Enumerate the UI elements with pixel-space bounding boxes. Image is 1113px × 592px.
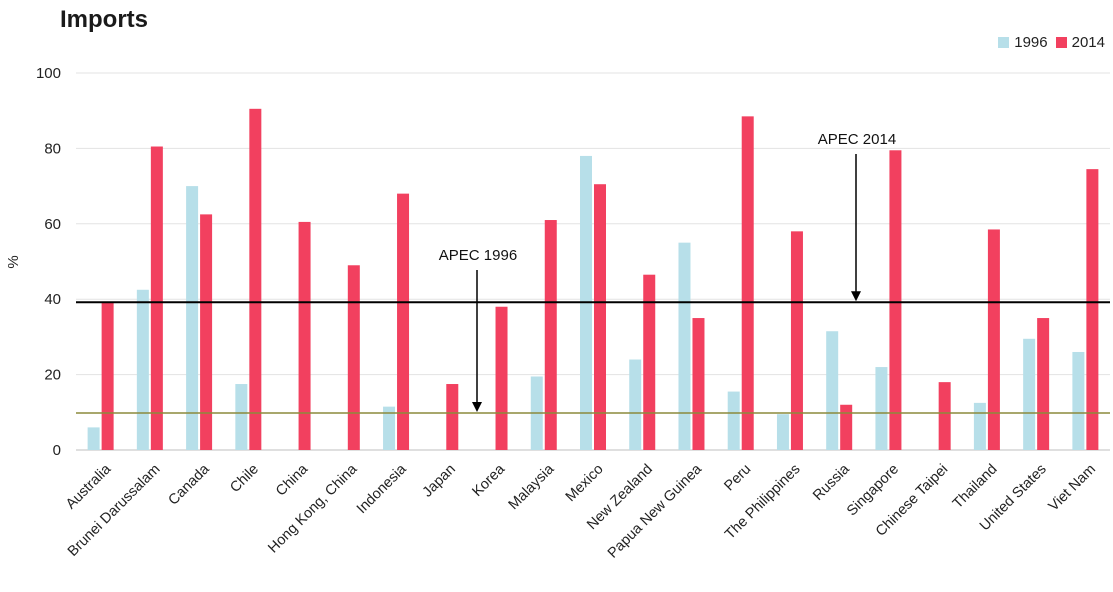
bar-1996-13 <box>727 391 740 450</box>
bar-2014-12 <box>692 318 705 450</box>
bar-2014-18 <box>987 229 1000 450</box>
x-tick-label-13: Peru <box>721 461 754 494</box>
bar-2014-1 <box>150 146 163 450</box>
y-tick-label-60: 60 <box>44 216 61 233</box>
x-tick-label-4: China <box>273 461 312 500</box>
legend: 1996 2014 <box>990 34 1105 51</box>
annotation-label-0: APEC 1996 <box>439 247 517 264</box>
legend-item-1996: 1996 <box>998 34 1048 51</box>
bar-2014-3 <box>249 108 262 450</box>
x-tick-label-7: Japan <box>420 461 459 500</box>
bar-1996-1 <box>136 289 149 450</box>
bar-2014-9 <box>544 220 557 450</box>
x-tick-label-1: Brunei Darussalam <box>65 461 164 560</box>
bar-2014-5 <box>347 265 360 450</box>
legend-label-2014: 2014 <box>1071 34 1105 51</box>
bar-2014-0 <box>101 302 114 450</box>
y-axis: 0 20 40 60 80 100 <box>36 65 61 459</box>
bars-layer <box>87 108 1099 450</box>
x-tick-label-2: Canada <box>165 461 213 509</box>
bar-2014-10 <box>594 184 606 450</box>
x-tick-label-5: Hong Kong, China <box>265 461 361 557</box>
bar-1996-6 <box>383 406 396 450</box>
legend-label-1996: 1996 <box>1014 34 1048 51</box>
bar-2014-16 <box>889 150 902 450</box>
bar-1996-15 <box>826 331 839 450</box>
x-tick-label-8: Korea <box>469 461 508 500</box>
bar-2014-14 <box>790 231 803 450</box>
bar-2014-15 <box>840 404 853 450</box>
x-tick-label-6: Indonesia <box>354 461 410 517</box>
annotation-arrowhead-0 <box>472 402 482 413</box>
annotation-arrowhead-1 <box>851 291 861 302</box>
x-tick-label-12: Papua New Guinea <box>605 461 706 562</box>
chart-title: Imports <box>60 6 149 33</box>
x-tick-label-3: Chile <box>227 461 262 496</box>
bar-2014-17 <box>938 382 951 450</box>
bar-1996-11 <box>629 359 642 450</box>
legend-swatch-2014 <box>1055 37 1067 48</box>
bar-2014-20 <box>1086 169 1099 450</box>
bar-2014-2 <box>200 214 213 450</box>
bar-2014-13 <box>741 116 754 450</box>
bar-1996-20 <box>1072 351 1085 450</box>
y-tick-label-20: 20 <box>44 367 61 384</box>
bar-1996-18 <box>973 402 986 450</box>
bar-2014-8 <box>495 306 508 450</box>
bar-1996-12 <box>678 242 691 450</box>
x-tick-label-15: Russia <box>810 461 853 504</box>
bar-2014-6 <box>397 193 410 450</box>
bar-1996-2 <box>186 186 199 450</box>
bar-2014-11 <box>643 274 656 450</box>
reference-lines-layer <box>76 301 1110 414</box>
annotations-layer: APEC 1996 APEC 2014 <box>439 131 896 413</box>
y-tick-label-0: 0 <box>53 442 61 459</box>
bar-1996-14 <box>776 414 789 450</box>
y-axis-label: % <box>5 255 22 268</box>
legend-swatch-1996 <box>998 37 1010 48</box>
legend-item-2014: 2014 <box>1055 34 1105 51</box>
x-tick-label-18: Thailand <box>950 461 1001 512</box>
y-tick-label-80: 80 <box>44 140 61 157</box>
x-tick-label-0: Australia <box>63 461 115 513</box>
bar-1996-19 <box>1023 338 1036 450</box>
x-tick-label-9: Malaysia <box>506 461 558 513</box>
x-tick-label-20: Viet Nam <box>1046 461 1099 514</box>
bar-2014-19 <box>1037 318 1050 450</box>
annotation-label-1: APEC 2014 <box>818 131 896 148</box>
bar-2014-4 <box>298 221 311 450</box>
y-tick-label-40: 40 <box>44 291 61 308</box>
y-tick-label-100: 100 <box>36 65 61 82</box>
grid-layer <box>76 72 1110 451</box>
bar-2014-7 <box>446 384 459 450</box>
x-tick-label-10: Mexico <box>563 461 607 505</box>
bar-1996-3 <box>235 384 248 450</box>
bar-1996-16 <box>875 367 888 450</box>
bar-1996-0 <box>87 427 100 450</box>
